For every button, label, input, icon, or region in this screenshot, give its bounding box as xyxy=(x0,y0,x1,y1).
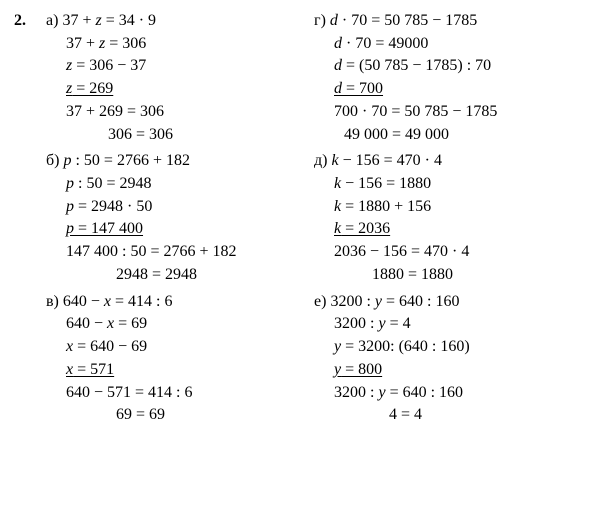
part-v-label: в) xyxy=(46,291,59,314)
part-g-label: г) xyxy=(314,10,326,33)
part-e-label: е) xyxy=(314,291,326,314)
part-d-label: д) xyxy=(314,150,327,173)
part-v: в) 640 − x = 414 : 6 640 − x = 69 x = 64… xyxy=(46,291,314,427)
part-d: д) k − 156 = 470 · 4 k − 156 = 1880 k = … xyxy=(314,150,582,286)
left-column: а) 37 + z = 34 · 9 37 + z = 306 z = 306 … xyxy=(46,10,314,431)
part-g: г) d · 70 = 50 785 − 1785 d · 70 = 49000… xyxy=(314,10,582,146)
part-b: б) p : 50 = 2766 + 182 p : 50 = 2948 p =… xyxy=(46,150,314,286)
part-b-label: б) xyxy=(46,150,59,173)
problem-number: 2. xyxy=(14,10,46,431)
part-e: е) 3200 : y = 640 : 160 3200 : y = 4 y =… xyxy=(314,291,582,427)
part-a: а) 37 + z = 34 · 9 37 + z = 306 z = 306 … xyxy=(46,10,314,146)
right-column: г) d · 70 = 50 785 − 1785 d · 70 = 49000… xyxy=(314,10,582,431)
part-a-label: а) xyxy=(46,10,58,33)
content: а) 37 + z = 34 · 9 37 + z = 306 z = 306 … xyxy=(46,10,582,431)
